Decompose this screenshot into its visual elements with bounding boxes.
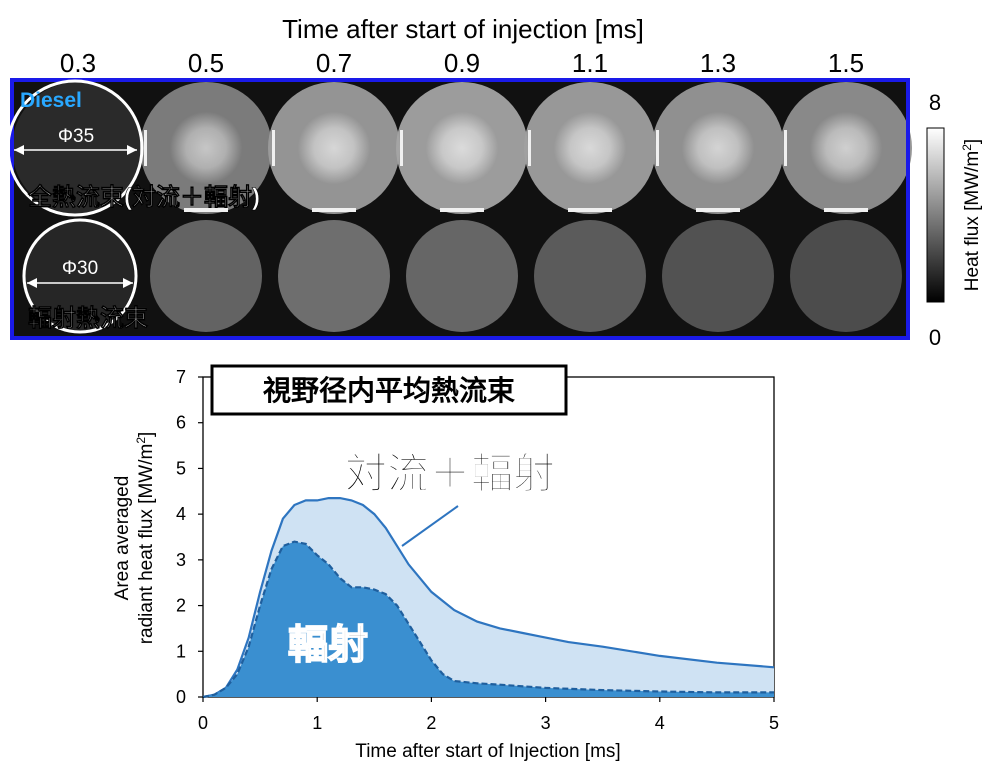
row2-frame-disc — [22, 220, 134, 332]
strip-frame — [10, 78, 910, 340]
chart-title: 視野径内平均熱流束 — [263, 375, 515, 406]
row2-frame-disc — [790, 220, 902, 332]
time-label: 1.1 — [572, 48, 608, 78]
window-edge-left — [272, 130, 275, 166]
window-edge-bottom — [696, 208, 740, 212]
time-label: 0.5 — [188, 48, 224, 78]
x-axis-label: Time after start of Injection [ms] — [355, 741, 620, 762]
series-label-radiation: 輻射 — [288, 623, 368, 667]
chart-ticks: 0 1 2 3 4 5 0 1 2 3 4 5 6 7 — [176, 367, 779, 733]
series-label-convection-radiation: 対流＋輻射 — [345, 450, 555, 497]
colorbar — [926, 127, 945, 303]
strip-title: Time after start of injection [ms] — [282, 14, 644, 44]
colorbar-min-label: 0 — [929, 325, 941, 350]
time-label: 0.7 — [316, 48, 352, 78]
time-label: 0.3 — [60, 48, 96, 78]
row2-frame-disc — [150, 220, 262, 332]
window-edge-bottom — [312, 208, 356, 212]
window-edge-bottom — [184, 208, 228, 212]
row2-reference-circle — [22, 218, 138, 334]
time-label: 1.5 — [828, 48, 864, 78]
y-tick-label: 4 — [176, 504, 186, 524]
row2-frame-disc — [534, 220, 646, 332]
colorbar-label: Heat flux [MW/m2] — [960, 139, 983, 291]
window-edge-left — [656, 130, 659, 166]
x-tick-label: 2 — [426, 713, 436, 733]
chart-areas — [202, 497, 775, 699]
window-edge-left — [144, 130, 147, 166]
row2-frame-disc — [278, 220, 390, 332]
window-edge-left — [784, 130, 787, 166]
y-tick-label: 5 — [176, 458, 186, 478]
x-tick-label: 5 — [769, 713, 779, 733]
row2-frame-disc — [406, 220, 518, 332]
row1-frame-glow — [681, 111, 755, 185]
row1-frame-glow — [297, 111, 371, 185]
y-tick-label: 6 — [176, 413, 186, 433]
series-0-line — [202, 497, 775, 699]
window-edge-bottom — [440, 208, 484, 212]
y-axis-label-line2: radiant heat flux [MW/m2] — [134, 432, 157, 645]
x-tick-label: 4 — [655, 713, 665, 733]
y-tick-label: 7 — [176, 367, 186, 387]
row2-label: 輻射熱流束 — [28, 305, 149, 332]
window-edge-left — [528, 130, 531, 166]
row2-frame-disc — [662, 220, 774, 332]
row1-arrowhead-right — [127, 145, 137, 155]
colorbar-max-label: 8 — [929, 90, 941, 115]
time-label: 0.9 — [444, 48, 480, 78]
row1-reference-circle — [6, 79, 144, 217]
strip-time-labels: 0.3 0.5 0.7 0.9 1.1 1.3 1.5 — [60, 48, 864, 78]
y-tick-label: 2 — [176, 596, 186, 616]
row1-diameter-label: Φ35 — [58, 126, 94, 147]
window-edge-left — [400, 130, 403, 166]
row1-frame-glow — [169, 111, 243, 185]
time-label: 1.3 — [700, 48, 736, 78]
series-label-leader — [401, 505, 459, 547]
row2-arrowhead-right — [123, 278, 133, 288]
row2-diameter-label: Φ30 — [62, 258, 98, 279]
row1-frame-glow — [425, 111, 499, 185]
diesel-tag: Diesel — [20, 89, 82, 112]
row2-arrowhead-left — [27, 278, 37, 288]
strip-cells — [12, 82, 912, 332]
y-tick-label: 1 — [176, 641, 186, 661]
window-edge-bottom — [568, 208, 612, 212]
series-1-line — [202, 540, 774, 699]
y-tick-label: 0 — [176, 687, 186, 707]
row1-frame-glow — [809, 111, 883, 185]
row1-frame-disc — [12, 82, 144, 214]
series-1-area — [203, 541, 774, 697]
y-tick-label: 3 — [176, 550, 186, 570]
x-tick-label: 0 — [198, 713, 208, 733]
x-tick-label: 1 — [312, 713, 322, 733]
row1-frame-glow — [553, 111, 627, 185]
chart-title-box — [210, 364, 568, 416]
x-tick-label: 3 — [541, 713, 551, 733]
row1-arrowhead-left — [14, 145, 24, 155]
row1-label: 全熱流束(対流＋輻射) — [27, 183, 260, 211]
y-axis-label-line1: Area averaged — [112, 476, 133, 601]
window-edge-bottom — [824, 208, 868, 212]
